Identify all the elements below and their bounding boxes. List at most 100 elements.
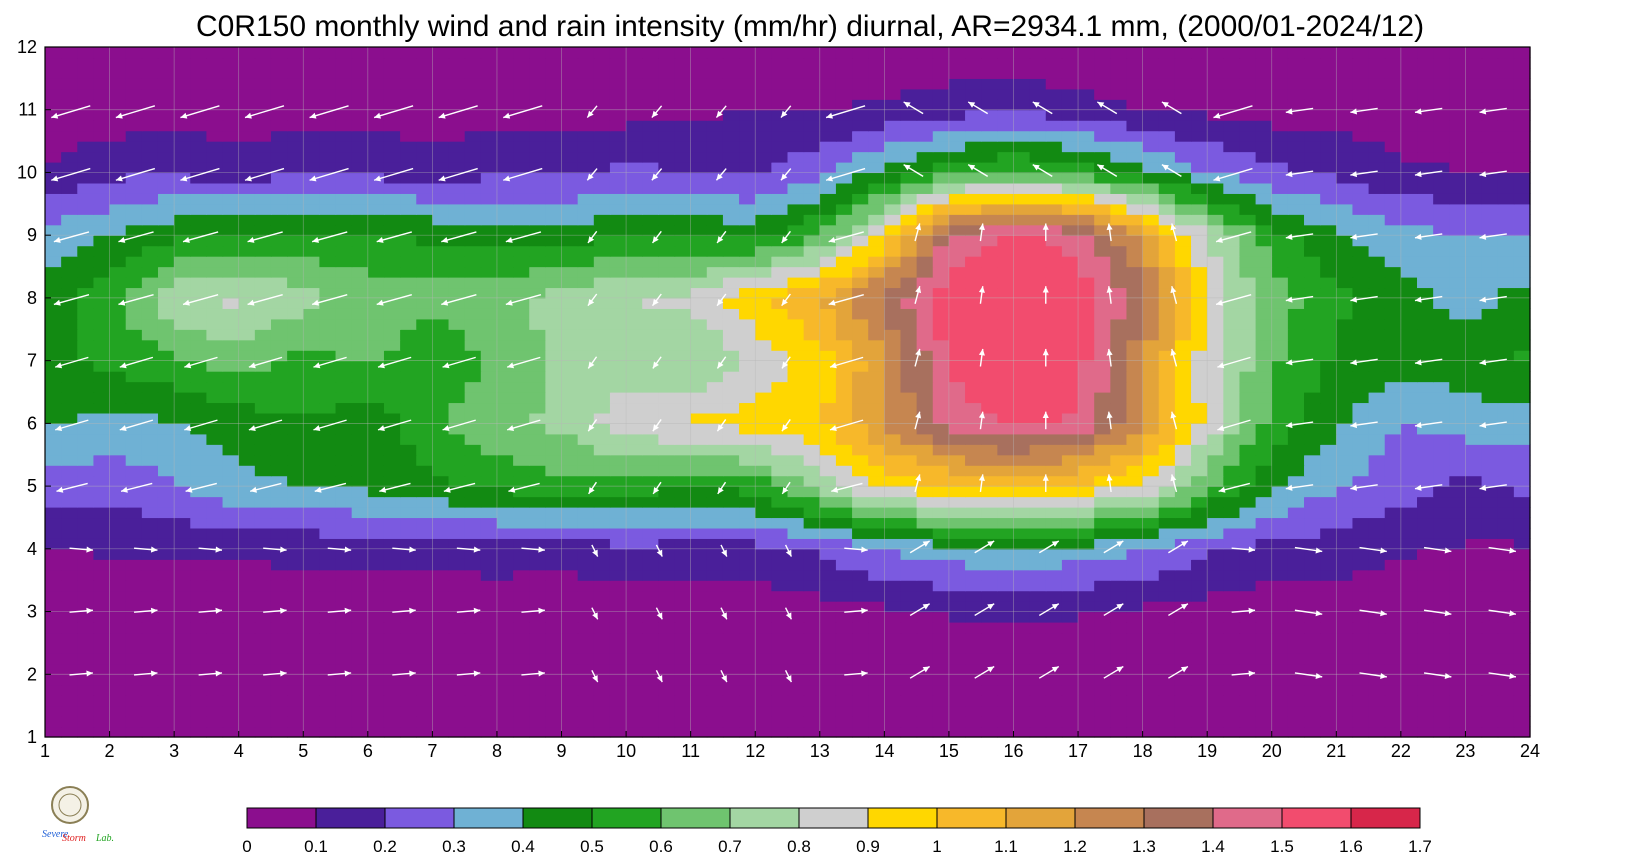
heatmap-cell xyxy=(1239,308,1257,320)
heatmap-cell xyxy=(238,423,256,435)
heatmap-cell xyxy=(222,318,240,330)
heatmap-cell xyxy=(1061,496,1079,508)
heatmap-cell xyxy=(787,172,805,184)
heatmap-cell xyxy=(1320,256,1337,268)
heatmap-cell xyxy=(157,402,175,414)
heatmap-cell xyxy=(803,548,821,560)
heatmap-cell xyxy=(400,548,417,560)
heatmap-cell xyxy=(1239,496,1257,508)
heatmap-cell xyxy=(1271,297,1289,309)
heatmap-cell xyxy=(93,308,111,320)
heatmap-cell xyxy=(400,653,417,665)
heatmap-cell xyxy=(287,329,304,341)
heatmap-cell xyxy=(1336,611,1354,623)
heatmap-cell xyxy=(1110,465,1128,477)
heatmap-cell xyxy=(61,224,78,236)
heatmap-cell xyxy=(303,486,320,498)
heatmap-cell xyxy=(722,297,740,309)
heatmap-cell xyxy=(1304,423,1321,435)
heatmap-cell xyxy=(1465,548,1483,560)
heatmap-cell xyxy=(1465,622,1483,634)
heatmap-cell xyxy=(577,695,595,707)
heatmap-cell xyxy=(222,193,240,205)
heatmap-cell xyxy=(303,496,320,508)
heatmap-cell xyxy=(174,569,191,581)
heatmap-cell xyxy=(335,318,353,330)
heatmap-cell xyxy=(1513,318,1531,330)
heatmap-cell xyxy=(1223,559,1241,571)
heatmap-cell xyxy=(1320,465,1337,477)
heatmap-cell xyxy=(981,444,998,456)
heatmap-cell xyxy=(674,329,692,341)
heatmap-cell xyxy=(739,465,756,477)
heatmap-cell xyxy=(1384,392,1402,404)
heatmap-cell xyxy=(1094,402,1111,414)
heatmap-cell xyxy=(254,538,272,550)
heatmap-cell xyxy=(900,695,918,707)
heatmap-cell xyxy=(1352,182,1370,194)
heatmap-cell xyxy=(335,569,353,581)
heatmap-cell xyxy=(545,674,563,686)
heatmap-cell xyxy=(238,632,256,644)
heatmap-cell xyxy=(1352,611,1370,623)
heatmap-cell xyxy=(270,381,288,393)
heatmap-cell xyxy=(674,339,692,351)
heatmap-cell xyxy=(1513,559,1531,571)
heatmap-cell xyxy=(609,538,627,550)
heatmap-cell xyxy=(884,611,902,623)
heatmap-cell xyxy=(1255,277,1273,289)
heatmap-cell xyxy=(561,642,579,654)
heatmap-cell xyxy=(1061,632,1079,644)
heatmap-cell xyxy=(206,674,224,686)
heatmap-cell xyxy=(948,214,966,226)
heatmap-cell xyxy=(965,392,982,404)
heatmap-cell xyxy=(577,381,595,393)
heatmap-cell xyxy=(77,235,95,247)
heatmap-cell xyxy=(254,642,272,654)
heatmap-cell xyxy=(674,245,692,257)
heatmap-cell xyxy=(448,381,466,393)
heatmap-cell xyxy=(739,256,756,268)
heatmap-cell xyxy=(561,402,579,414)
heatmap-cell xyxy=(1481,297,1499,309)
heatmap-cell xyxy=(722,454,740,466)
heatmap-cell xyxy=(141,507,159,519)
heatmap-cell xyxy=(303,695,320,707)
heatmap-cell xyxy=(416,392,433,404)
heatmap-cell xyxy=(319,224,337,236)
heatmap-cell xyxy=(965,277,982,289)
heatmap-cell xyxy=(609,433,627,445)
heatmap-cell xyxy=(287,193,304,205)
heatmap-cell xyxy=(1320,277,1337,289)
heatmap-cell xyxy=(626,350,643,362)
heatmap-cell xyxy=(529,412,546,424)
heatmap-cell xyxy=(1142,423,1160,435)
heatmap-cell xyxy=(1191,277,1208,289)
heatmap-cell xyxy=(739,674,756,686)
heatmap-cell xyxy=(496,590,514,602)
heatmap-cell xyxy=(1174,653,1192,665)
heatmap-cell xyxy=(513,486,530,498)
heatmap-cell xyxy=(448,580,466,592)
heatmap-cell xyxy=(303,684,320,696)
heatmap-cell xyxy=(690,496,708,508)
heatmap-cell xyxy=(1320,350,1337,362)
heatmap-cell xyxy=(448,642,466,654)
heatmap-cell xyxy=(1158,193,1176,205)
heatmap-cell xyxy=(916,381,934,393)
heatmap-cell xyxy=(238,611,256,623)
heatmap-cell xyxy=(1255,350,1273,362)
heatmap-cell xyxy=(1223,172,1241,184)
heatmap-cell xyxy=(254,486,272,498)
heatmap-cell xyxy=(593,224,611,236)
heatmap-cell xyxy=(1045,684,1063,696)
heatmap-cell xyxy=(1352,538,1370,550)
heatmap-cell xyxy=(432,381,450,393)
heatmap-cell xyxy=(1352,642,1370,654)
heatmap-cell xyxy=(819,297,837,309)
heatmap-cell xyxy=(448,287,466,299)
heatmap-cell xyxy=(238,653,256,665)
heatmap-cell xyxy=(835,601,853,613)
heatmap-cell xyxy=(93,371,111,383)
heatmap-cell xyxy=(561,224,579,236)
